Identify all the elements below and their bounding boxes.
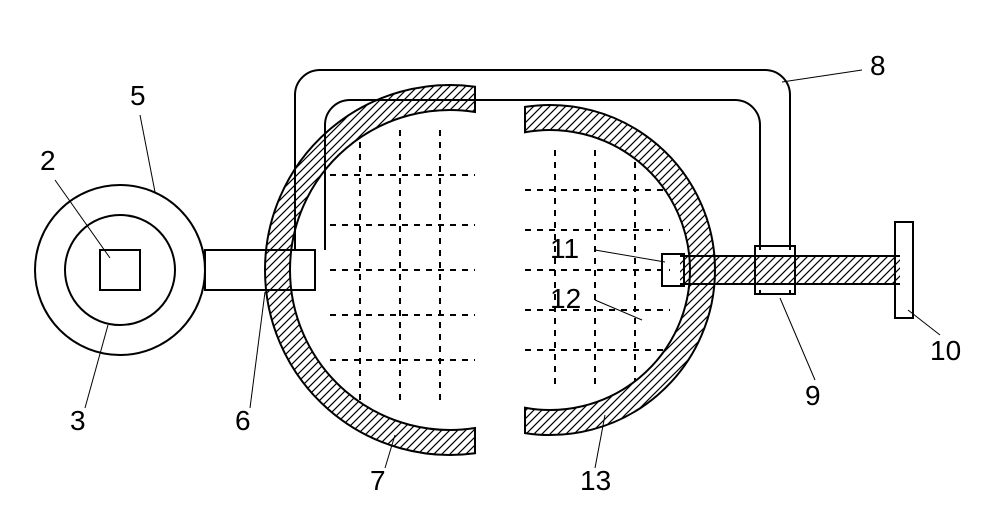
bracket-outer bbox=[295, 70, 790, 250]
leader-5 bbox=[140, 115, 155, 192]
leader-10 bbox=[908, 310, 940, 335]
left-jaw-grid bbox=[330, 130, 475, 400]
screw-thread-hatch bbox=[680, 256, 900, 284]
label-5: 5 bbox=[130, 80, 146, 111]
label-12: 12 bbox=[550, 283, 581, 314]
ring-outer bbox=[35, 185, 205, 355]
label-13: 13 bbox=[580, 465, 611, 496]
center-square bbox=[100, 250, 140, 290]
label-9: 9 bbox=[805, 380, 821, 411]
ring-inner bbox=[65, 215, 175, 325]
label-3: 3 bbox=[70, 405, 86, 436]
label-11: 11 bbox=[550, 233, 579, 264]
label-10: 10 bbox=[930, 335, 961, 366]
leader-6 bbox=[250, 292, 265, 408]
leader-3 bbox=[85, 325, 108, 408]
label-8: 8 bbox=[870, 50, 886, 81]
label-2: 2 bbox=[40, 145, 56, 176]
shapes-layer bbox=[35, 70, 913, 455]
leader-11 bbox=[595, 250, 665, 262]
diagram-canvas: 2 3 5 6 7 8 9 10 11 12 13 bbox=[0, 0, 1000, 505]
leader-9 bbox=[780, 298, 815, 380]
label-7: 7 bbox=[370, 465, 386, 496]
leader-8 bbox=[782, 70, 862, 82]
connector-rod bbox=[205, 250, 315, 290]
label-6: 6 bbox=[235, 405, 251, 436]
right-jaw-grid bbox=[525, 150, 670, 385]
